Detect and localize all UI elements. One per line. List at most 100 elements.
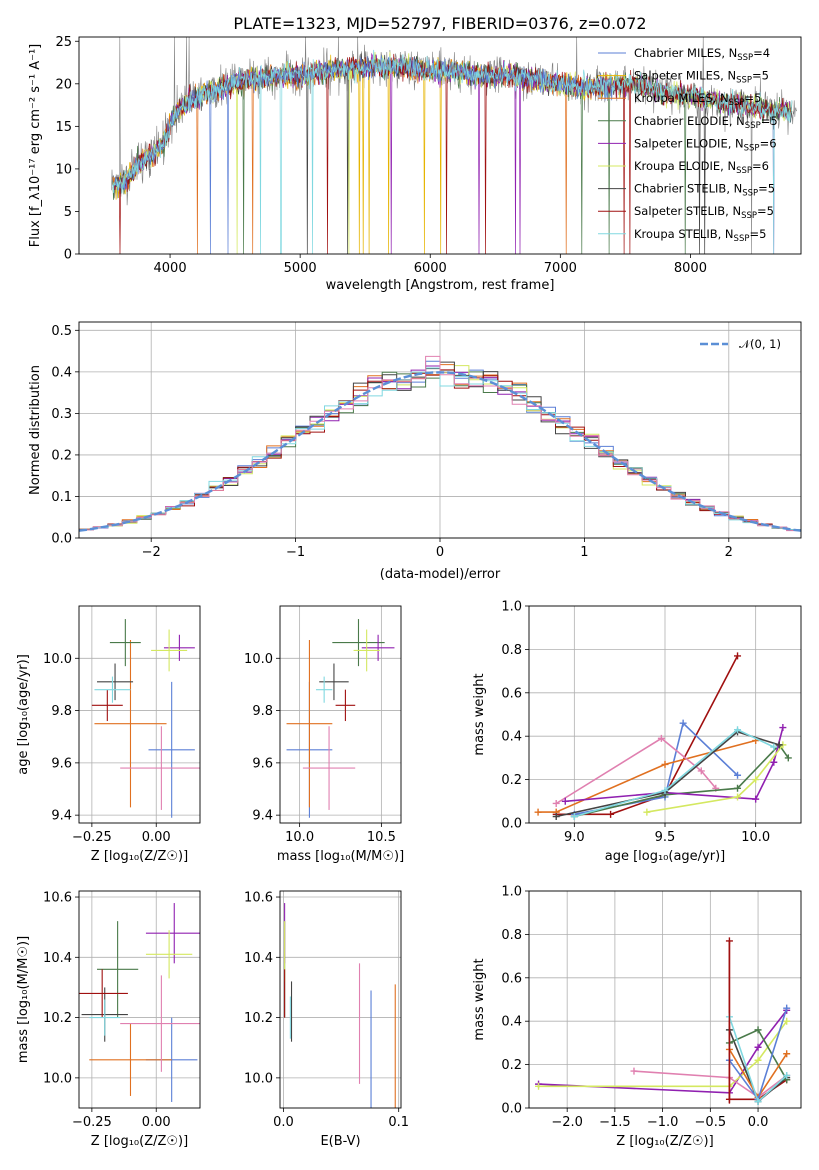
y-tick-label: 25 bbox=[55, 35, 72, 50]
weight-marker bbox=[734, 771, 742, 779]
weight-marker bbox=[552, 799, 560, 807]
legend-label: Salpeter MILES, NSSP=5 bbox=[634, 69, 769, 86]
y-axis-label: Normed distribution bbox=[28, 365, 43, 495]
histogram-step-kroupa-stelib bbox=[79, 367, 801, 531]
y-axis-label: mass weight bbox=[472, 958, 487, 1040]
y-axis-label: mass weight bbox=[472, 673, 487, 755]
legend-label-subscript: SSP bbox=[744, 143, 760, 153]
weight-marker bbox=[657, 734, 665, 742]
legend-label-text: Kroupa STELIB, N bbox=[634, 227, 734, 241]
panel-mass-vs-EBV: 0.0 0.1 10.0 10.2 10.4 10.6 E(B-V) bbox=[244, 891, 409, 1149]
weight-marker bbox=[775, 741, 783, 749]
x-tick-label: 7000 bbox=[544, 261, 577, 276]
x-axis-label: Z [log₁₀(Z/Z☉)] bbox=[91, 849, 188, 864]
weight-marker bbox=[754, 1026, 762, 1034]
weight-series-line bbox=[633, 1070, 788, 1099]
y-tick-label: 10.6 bbox=[43, 891, 72, 906]
x-tick-label: 5000 bbox=[284, 261, 317, 276]
panel-residuals: −2 −1 0 1 2 0.0 0.1 0.2 0.3 0.4 0.5 (data-model)/er… bbox=[28, 321, 802, 582]
panel-weight-vs-Z: −2.0 −1.5 −1.0 −0.5 0.0 0.0 0.2 0.4 0.6 0.8 1.0 Z [… bbox=[472, 885, 802, 1149]
legend-label-value: =5 bbox=[744, 91, 761, 105]
legend-label-subscript: SSP bbox=[736, 76, 752, 86]
weight-marker bbox=[607, 810, 615, 818]
y-tick-label: 0.4 bbox=[51, 365, 72, 380]
x-tick-label: −1.0 bbox=[647, 1115, 679, 1130]
legend-label-value: =5 bbox=[757, 204, 774, 218]
legend-label-value: =4 bbox=[753, 46, 770, 60]
x-tick-label: 2 bbox=[725, 545, 733, 560]
plot-area-age-vs-mass bbox=[286, 619, 395, 818]
figure-title: PLATE=1323, MJD=52797, FIBERID=0376, z=0… bbox=[233, 14, 646, 33]
y-tick-label: 9.4 bbox=[252, 809, 273, 824]
weight-marker bbox=[770, 758, 778, 766]
panel-weight-vs-age: 9.0 9.5 10.0 0.0 0.2 0.4 0.6 0.8 1.0 age [log₁₀(a… bbox=[472, 600, 802, 864]
weight-marker bbox=[734, 784, 742, 792]
x-tick-label: −0.5 bbox=[695, 1115, 727, 1130]
weight-marker bbox=[754, 1043, 762, 1051]
axes-frame bbox=[528, 605, 802, 824]
axes-frame bbox=[78, 36, 802, 255]
y-tick-label: 9.8 bbox=[252, 704, 273, 719]
weight-marker bbox=[783, 1017, 791, 1025]
x-tick-label: 10.0 bbox=[285, 830, 314, 845]
axes-frame bbox=[78, 321, 802, 539]
legend-label: 𝒩(0, 1) bbox=[739, 337, 781, 351]
panel-age-vs-Z: −0.25 0.00 9.4 9.6 9.8 10.0 Z [log₁₀(Z/Z☉)] age… bbox=[16, 605, 201, 864]
y-tick-label: 10.4 bbox=[43, 951, 72, 966]
weight-series-line bbox=[574, 728, 775, 818]
x-tick-label: 10.5 bbox=[367, 830, 396, 845]
legend-label-value: =5 bbox=[749, 227, 766, 241]
weight-marker bbox=[643, 808, 651, 816]
weight-marker bbox=[561, 797, 569, 805]
y-tick-label: 0.2 bbox=[501, 1058, 522, 1073]
weight-marker bbox=[752, 776, 760, 784]
axes-frame bbox=[78, 890, 201, 1109]
y-tick-label: 0.3 bbox=[51, 407, 72, 422]
x-axis-label: E(B-V) bbox=[320, 1134, 360, 1149]
weight-marker bbox=[754, 1056, 762, 1064]
weight-marker bbox=[630, 1067, 638, 1075]
x-tick-label: −0.25 bbox=[72, 830, 112, 845]
y-axis-label: mass [log₁₀(M/M☉)] bbox=[16, 936, 31, 1063]
legend-label: Kroupa MILES, NSSP=5 bbox=[634, 91, 761, 108]
plot-area-spectrum bbox=[111, 37, 798, 254]
legend-label: Salpeter STELIB, NSSP=5 bbox=[634, 204, 774, 221]
legend-label-value: =5 bbox=[752, 69, 769, 83]
x-tick-label: 0.0 bbox=[748, 1115, 769, 1130]
x-tick-label: 9.5 bbox=[655, 830, 676, 845]
axes-frame bbox=[279, 605, 402, 824]
plot-area-mass-vs-Z bbox=[79, 903, 200, 1102]
x-tick-label: −1.5 bbox=[599, 1115, 631, 1130]
y-tick-label: 0.6 bbox=[501, 686, 522, 701]
legend-label-subscript: SSP bbox=[736, 166, 752, 176]
y-tick-label: 9.6 bbox=[51, 756, 72, 771]
legend-label-value: =6 bbox=[760, 136, 777, 150]
y-tick-label: 0.8 bbox=[501, 643, 522, 658]
x-axis-label: Z [log₁₀(Z/Z☉)] bbox=[616, 1134, 713, 1149]
y-tick-label: 10.2 bbox=[244, 1011, 273, 1026]
x-tick-label: −1 bbox=[286, 545, 305, 560]
x-tick-label: −2.0 bbox=[551, 1115, 583, 1130]
x-tick-label: 0.00 bbox=[142, 1115, 171, 1130]
x-tick-label: 6000 bbox=[414, 261, 447, 276]
y-tick-label: 0.4 bbox=[501, 730, 522, 745]
y-tick-label: 9.4 bbox=[51, 809, 72, 824]
weight-marker bbox=[770, 743, 778, 751]
y-tick-label: 10.0 bbox=[43, 1071, 72, 1086]
y-axis-label: age [log₁₀(age/yr)] bbox=[16, 654, 31, 775]
model-spectrum-line-kroupa-stelib bbox=[112, 49, 793, 254]
panel-spectrum: 4000 5000 6000 7000 8000 0 5 10 15 20 25 wavelength… bbox=[28, 35, 802, 293]
weight-series-line bbox=[556, 731, 780, 818]
x-tick-label: 0 bbox=[436, 545, 444, 560]
y-tick-label: 20 bbox=[55, 77, 72, 92]
weight-marker bbox=[535, 1082, 543, 1090]
y-tick-label: 5 bbox=[64, 205, 72, 220]
legend-label-value: =5 bbox=[761, 114, 778, 128]
y-tick-label: 0.0 bbox=[51, 532, 72, 547]
weight-marker bbox=[734, 793, 742, 801]
legend-label-text: Chabrier ELODIE, N bbox=[634, 114, 745, 128]
legend-label: Chabrier STELIB, NSSP=5 bbox=[634, 182, 775, 199]
legend-label-text: Salpeter ELODIE, N bbox=[634, 136, 744, 150]
x-axis-label: wavelength [Angstrom, rest frame] bbox=[326, 278, 555, 293]
legend-label: Chabrier MILES, NSSP=4 bbox=[634, 46, 770, 63]
